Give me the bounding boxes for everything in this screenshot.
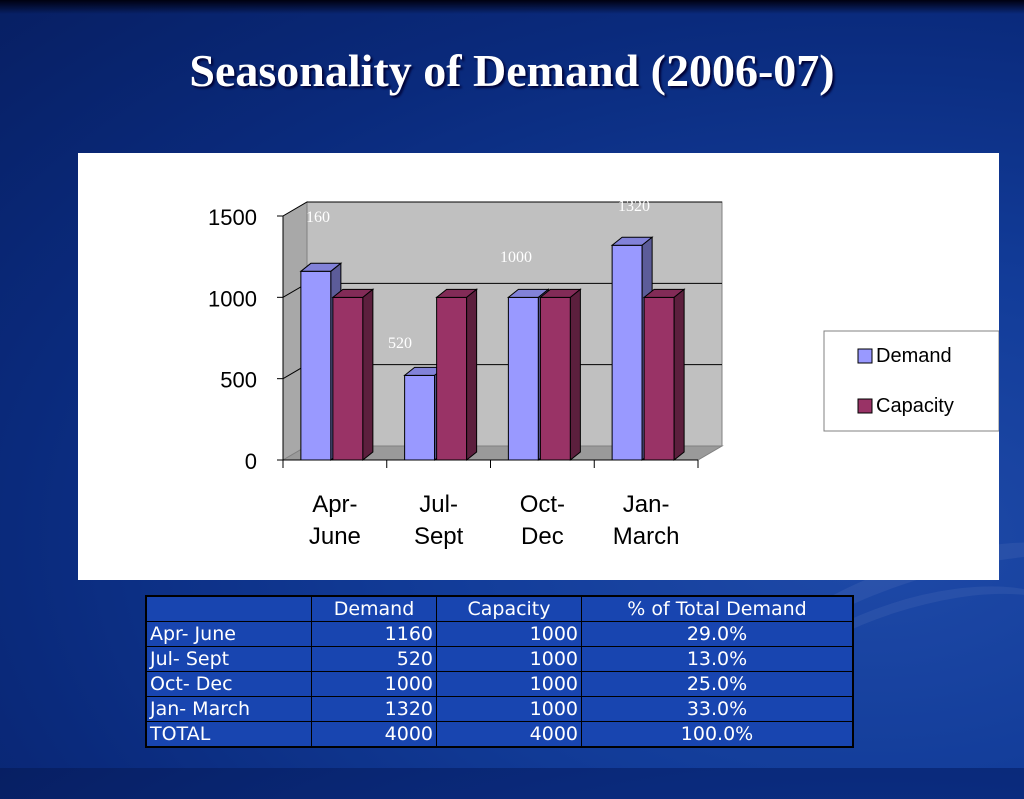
legend-label: Capacity xyxy=(876,395,954,417)
table-cell: 1000 xyxy=(436,621,582,647)
legend-swatch xyxy=(857,348,873,364)
table-header-row: Demand Capacity % of Total Demand xyxy=(145,595,854,622)
bar-capacity-side xyxy=(569,288,581,462)
data-table: Demand Capacity % of Total Demand Apr- J… xyxy=(145,595,854,748)
table-cell: 1160 xyxy=(311,621,437,647)
x-tick-label: June xyxy=(309,523,361,550)
table-cell: Jan- March xyxy=(145,696,312,722)
table-cell: 25.0% xyxy=(581,671,854,697)
chart-panel: 0 500 1000 1500 160 520 1000 1320 Apr- June Jul- Se… xyxy=(78,153,999,580)
table-cell: 4000 xyxy=(436,721,582,748)
table-cell: 4000 xyxy=(311,721,437,748)
table-cell: 29.0% xyxy=(581,621,854,647)
x-tick-label: Jul- xyxy=(419,491,458,518)
bar-capacity-front xyxy=(643,296,675,461)
table-header-cell: Demand xyxy=(311,595,437,622)
table-row: TOTAL 4000 4000 100.0% xyxy=(145,721,854,748)
y-tick-label: 1000 xyxy=(208,286,257,311)
table-header-cell: Capacity xyxy=(436,595,582,622)
bar-capacity-front xyxy=(332,296,364,461)
bar-capacity-side xyxy=(673,288,685,462)
x-tick-label: Jan- xyxy=(623,491,670,518)
table-row: Oct- Dec 1000 1000 25.0% xyxy=(145,671,854,697)
table-cell: Apr- June xyxy=(145,621,312,647)
x-tick-label: Dec xyxy=(521,523,564,550)
bar-capacity-side xyxy=(466,288,478,462)
x-tick-label: Oct- xyxy=(520,491,565,518)
bar-demand-front xyxy=(404,374,436,461)
x-tick-label: Sept xyxy=(414,523,464,550)
legend-label: Demand xyxy=(876,345,952,367)
x-tick-label: Apr- xyxy=(312,491,357,518)
bar-capacity-front xyxy=(539,296,571,461)
data-label: 1320 xyxy=(618,198,650,215)
table-header-cell xyxy=(145,595,312,622)
table-cell: 100.0% xyxy=(581,721,854,748)
table-cell: 1000 xyxy=(436,671,582,697)
table-cell: 33.0% xyxy=(581,696,854,722)
table-cell: 520 xyxy=(311,646,437,672)
table-row: Apr- June 1160 1000 29.0% xyxy=(145,621,854,647)
table-cell: 1320 xyxy=(311,696,437,722)
table-cell: TOTAL xyxy=(145,721,312,748)
legend-box xyxy=(823,330,999,432)
table-row: Jan- March 1320 1000 33.0% xyxy=(145,696,854,722)
table-row: Jul- Sept 520 1000 13.0% xyxy=(145,646,854,672)
legend-swatch xyxy=(857,398,873,414)
y-tick-label: 500 xyxy=(220,368,257,393)
legend: Demand Capacity xyxy=(823,330,999,432)
y-tick-label: 1500 xyxy=(208,205,257,230)
bar-capacity-front xyxy=(436,296,468,461)
data-label: 1000 xyxy=(500,249,532,266)
slide-title: Seasonality of Demand (2006-07) xyxy=(189,45,835,96)
bar-demand-front xyxy=(300,270,332,461)
table-cell: 1000 xyxy=(311,671,437,697)
table-cell: 13.0% xyxy=(581,646,854,672)
x-tick-label: March xyxy=(613,523,680,550)
table-header-cell: % of Total Demand xyxy=(581,595,854,622)
table-cell: 1000 xyxy=(436,646,582,672)
bar-chart: 0 500 1000 1500 160 520 1000 1320 Apr- June Jul- Se… xyxy=(208,198,999,550)
data-label: 160 xyxy=(306,209,330,226)
bar-capacity-side xyxy=(362,288,374,462)
table-cell: Oct- Dec xyxy=(145,671,312,697)
bar-demand-front xyxy=(611,244,643,461)
top-band xyxy=(0,0,1024,14)
table-cell: 1000 xyxy=(436,696,582,722)
table-cell: Jul- Sept xyxy=(145,646,312,672)
gridline xyxy=(282,201,722,217)
y-tick-label: 0 xyxy=(245,449,257,474)
data-label: 520 xyxy=(388,335,412,352)
bar-demand-front xyxy=(507,296,539,461)
